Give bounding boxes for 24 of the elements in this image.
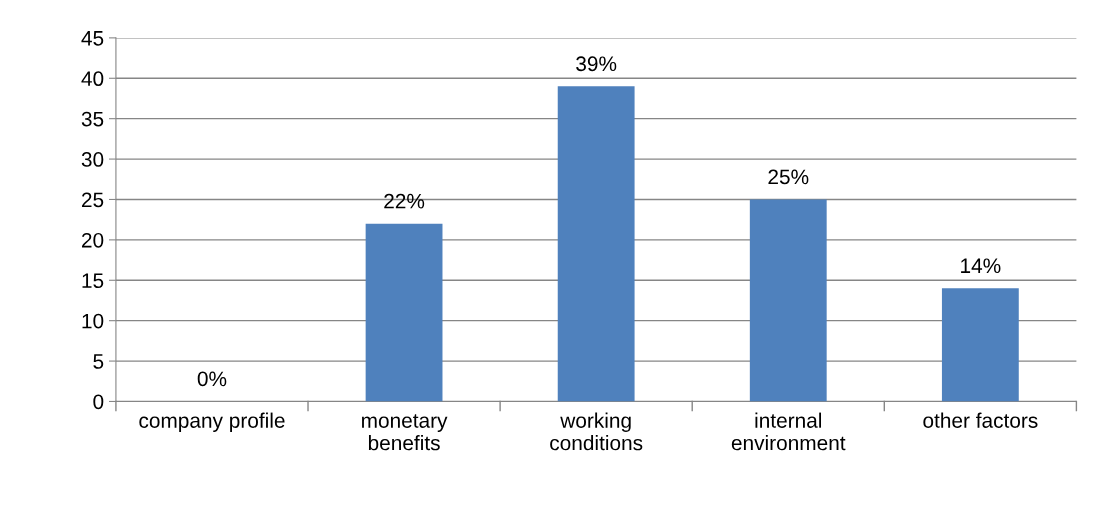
x-tick-label: other factors <box>923 412 1038 428</box>
y-tick-label: 40 <box>81 71 104 87</box>
x-tick-label: working conditions <box>550 412 643 451</box>
y-tick-label: 20 <box>81 232 104 248</box>
data-label: 14% <box>961 258 1001 274</box>
data-label: 0% <box>197 371 227 387</box>
bar <box>749 199 827 402</box>
bar <box>941 288 1019 402</box>
y-tick-label: 35 <box>81 111 104 127</box>
data-label: 25% <box>768 169 809 185</box>
y-tick-label: 15 <box>82 273 104 289</box>
y-tick-label: 5 <box>93 354 104 369</box>
y-tick-label: 10 <box>82 313 104 329</box>
y-tick-label: 30 <box>81 152 104 167</box>
x-tick-label: internal environment <box>731 412 846 451</box>
data-label: 22% <box>384 193 425 209</box>
y-tick-label: 25 <box>81 192 104 208</box>
bar <box>365 223 443 402</box>
y-tick-label: 0 <box>93 394 104 410</box>
x-tick-label: company profile <box>139 412 285 433</box>
x-tick-label: monetary benefits <box>362 414 448 451</box>
bar <box>557 86 635 402</box>
y-tick-label: 45 <box>81 31 104 46</box>
data-label: 39% <box>576 56 617 72</box>
